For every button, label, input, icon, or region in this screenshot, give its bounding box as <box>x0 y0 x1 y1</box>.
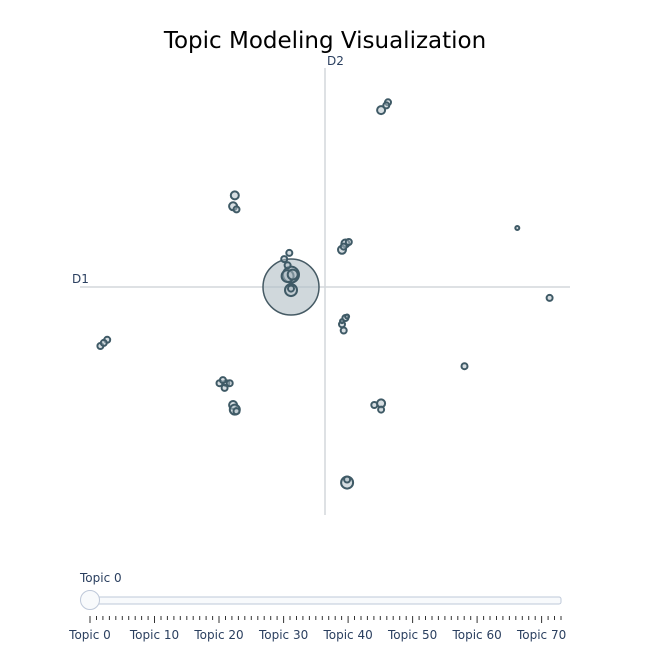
topic-bubble[interactable] <box>232 205 241 214</box>
topic-bubble[interactable] <box>218 376 227 385</box>
d1-axis-label: D1 <box>72 272 89 286</box>
topic-bubble[interactable] <box>382 101 391 110</box>
topic-bubble[interactable] <box>376 105 387 116</box>
topic-bubble[interactable] <box>514 225 521 231</box>
d2-axis-label: D2 <box>327 54 344 68</box>
bubble-layer <box>96 98 554 490</box>
topic-bubble[interactable] <box>545 293 554 302</box>
topic-bubble[interactable] <box>339 326 348 335</box>
topic-bubble[interactable] <box>287 284 295 293</box>
slider-tick-label[interactable]: Topic 0 <box>68 628 111 642</box>
slider-handle[interactable] <box>80 590 100 610</box>
slider-tick-labels: Topic 0 Topic 10 Topic 20 Topic 30 Topic 40 T… <box>68 628 566 642</box>
chart-title: Topic Modeling Visualization <box>163 28 486 54</box>
topic-bubble[interactable] <box>460 362 469 371</box>
slider-tick-label[interactable]: Topic 30 <box>258 628 308 642</box>
topic-bubble[interactable] <box>339 318 345 325</box>
slider-ticks <box>89 616 562 623</box>
topic-bubble[interactable] <box>339 242 348 251</box>
topic-bubble[interactable] <box>220 383 229 392</box>
topic-bubble[interactable] <box>232 407 241 416</box>
slider-track[interactable] <box>89 596 562 605</box>
topic-bubble[interactable] <box>225 379 234 388</box>
topic-bubble[interactable] <box>286 268 299 281</box>
plot-area: D1 D2 <box>72 54 570 515</box>
slider-tick-label[interactable]: Topic 50 <box>387 628 437 642</box>
topic-bubble[interactable] <box>285 248 294 257</box>
topic-bubble[interactable] <box>280 255 289 264</box>
slider-current-value: Topic 0 <box>79 571 122 585</box>
slider-tick-label[interactable]: Topic 70 <box>516 628 566 642</box>
slider-tick-label[interactable]: Topic 10 <box>129 628 179 642</box>
slider-tick-label[interactable]: Topic 60 <box>451 628 501 642</box>
topic-bubble[interactable] <box>229 190 240 201</box>
topic-bubble[interactable] <box>377 405 386 414</box>
slider-tick-label[interactable]: Topic 40 <box>322 628 372 642</box>
topic-slider[interactable]: Topic 0 Topic 0 Topic 10 Topic 20 Topic 30 T… <box>68 571 566 642</box>
topic-bubble[interactable] <box>283 261 292 270</box>
topic-bubble[interactable] <box>344 238 353 246</box>
topic-bubble[interactable] <box>99 338 108 347</box>
slider-tick-label[interactable]: Topic 20 <box>193 628 243 642</box>
topic-bubble[interactable] <box>344 313 351 320</box>
topic-bubble[interactable] <box>343 475 352 484</box>
